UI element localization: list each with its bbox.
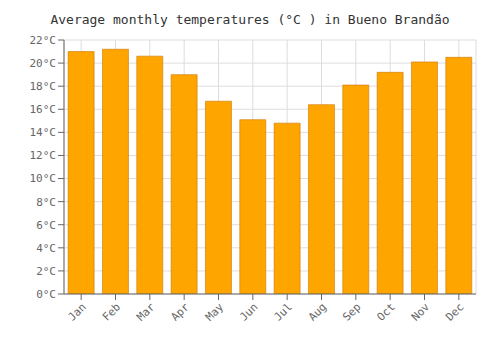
svg-text:16°C: 16°C: [30, 103, 57, 116]
html-text:Average monthly temperatures (: Average monthly temperatures (°C ) in Bu…: [50, 12, 450, 27]
svg-text:2°C: 2°C: [36, 265, 56, 278]
svg-text:Jul: Jul: [272, 300, 295, 323]
svg-text:10°C: 10°C: [30, 172, 57, 185]
svg-text:Feb: Feb: [100, 300, 123, 323]
svg-text:8°C: 8°C: [36, 196, 56, 209]
svg-text:Jan: Jan: [66, 300, 89, 323]
svg-text:4°C: 4°C: [36, 242, 56, 255]
svg-text:0°C: 0°C: [36, 288, 56, 301]
svg-text:12°C: 12°C: [30, 149, 57, 162]
svg-text:Jun: Jun: [237, 300, 260, 323]
svg-text:May: May: [203, 300, 227, 324]
svg-text:Dec: Dec: [443, 300, 466, 323]
svg-text:Mar: Mar: [134, 300, 158, 324]
svg-text:20°C: 20°C: [30, 57, 57, 70]
svg-text:Apr: Apr: [169, 300, 193, 324]
svg-text:Sep: Sep: [340, 300, 363, 323]
svg-text:6°C: 6°C: [36, 219, 56, 232]
svg-text:Aug: Aug: [306, 300, 329, 323]
svg-text:Nov: Nov: [409, 300, 433, 324]
svg-text:Oct: Oct: [375, 300, 398, 323]
svg-text:22°C: 22°C: [30, 34, 57, 47]
svg-text:14°C: 14°C: [30, 126, 57, 139]
svg-text:18°C: 18°C: [30, 80, 57, 93]
